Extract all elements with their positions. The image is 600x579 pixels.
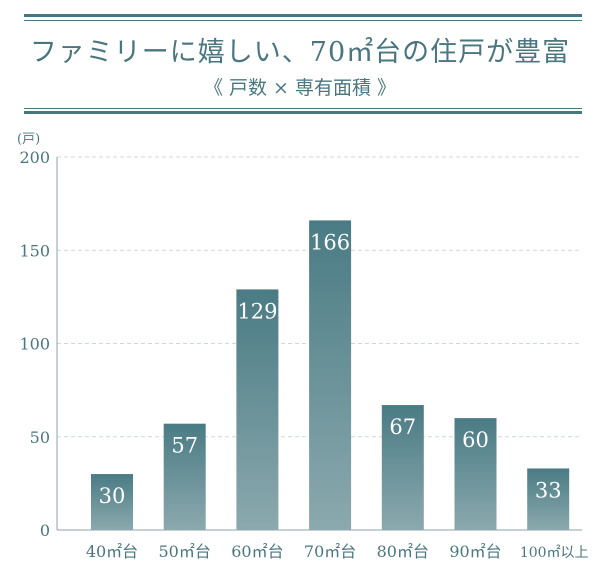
bar-value-label: 57 bbox=[171, 434, 198, 458]
x-tick-label: 40㎡台 bbox=[86, 542, 138, 561]
x-tick-label: 100㎡以上 bbox=[520, 545, 589, 561]
top-rule-thick bbox=[24, 14, 582, 17]
bar-value-label: 67 bbox=[389, 415, 416, 439]
bar bbox=[381, 405, 424, 530]
top-rule-thin bbox=[24, 20, 582, 21]
bar bbox=[309, 220, 352, 530]
bar-value-label: 60 bbox=[462, 428, 489, 452]
bar bbox=[236, 289, 279, 530]
x-tick-label: 90㎡台 bbox=[449, 542, 501, 561]
x-tick-label: 70㎡台 bbox=[304, 542, 356, 561]
bar-value-label: 129 bbox=[237, 299, 277, 323]
x-tick-label: 50㎡台 bbox=[159, 542, 211, 561]
y-tick-label: 150 bbox=[19, 241, 50, 260]
chart-title: ファミリーに嬉しい、70㎡台の住戸が豊富 bbox=[29, 37, 571, 68]
bar bbox=[527, 468, 570, 530]
y-tick-label: 50 bbox=[30, 428, 50, 447]
bar bbox=[454, 418, 497, 530]
bottom-rule-thick bbox=[24, 111, 582, 114]
bar bbox=[91, 474, 133, 530]
x-tick-label: 80㎡台 bbox=[377, 542, 429, 561]
bottom-rule-thin bbox=[24, 108, 582, 109]
chart-subtitle: 《 戸数 × 専有面積 》 bbox=[203, 77, 397, 99]
y-tick-label: 0 bbox=[40, 521, 50, 540]
y-axis-unit-label: (戸) bbox=[17, 132, 41, 147]
y-tick-label: 100 bbox=[19, 335, 50, 354]
y-tick-label: 200 bbox=[19, 148, 50, 167]
x-tick-label: 60㎡台 bbox=[231, 542, 283, 561]
bar bbox=[163, 423, 206, 530]
bar-value-label: 30 bbox=[99, 484, 126, 508]
bar-value-label: 166 bbox=[310, 230, 350, 254]
bar-value-label: 33 bbox=[535, 478, 562, 502]
